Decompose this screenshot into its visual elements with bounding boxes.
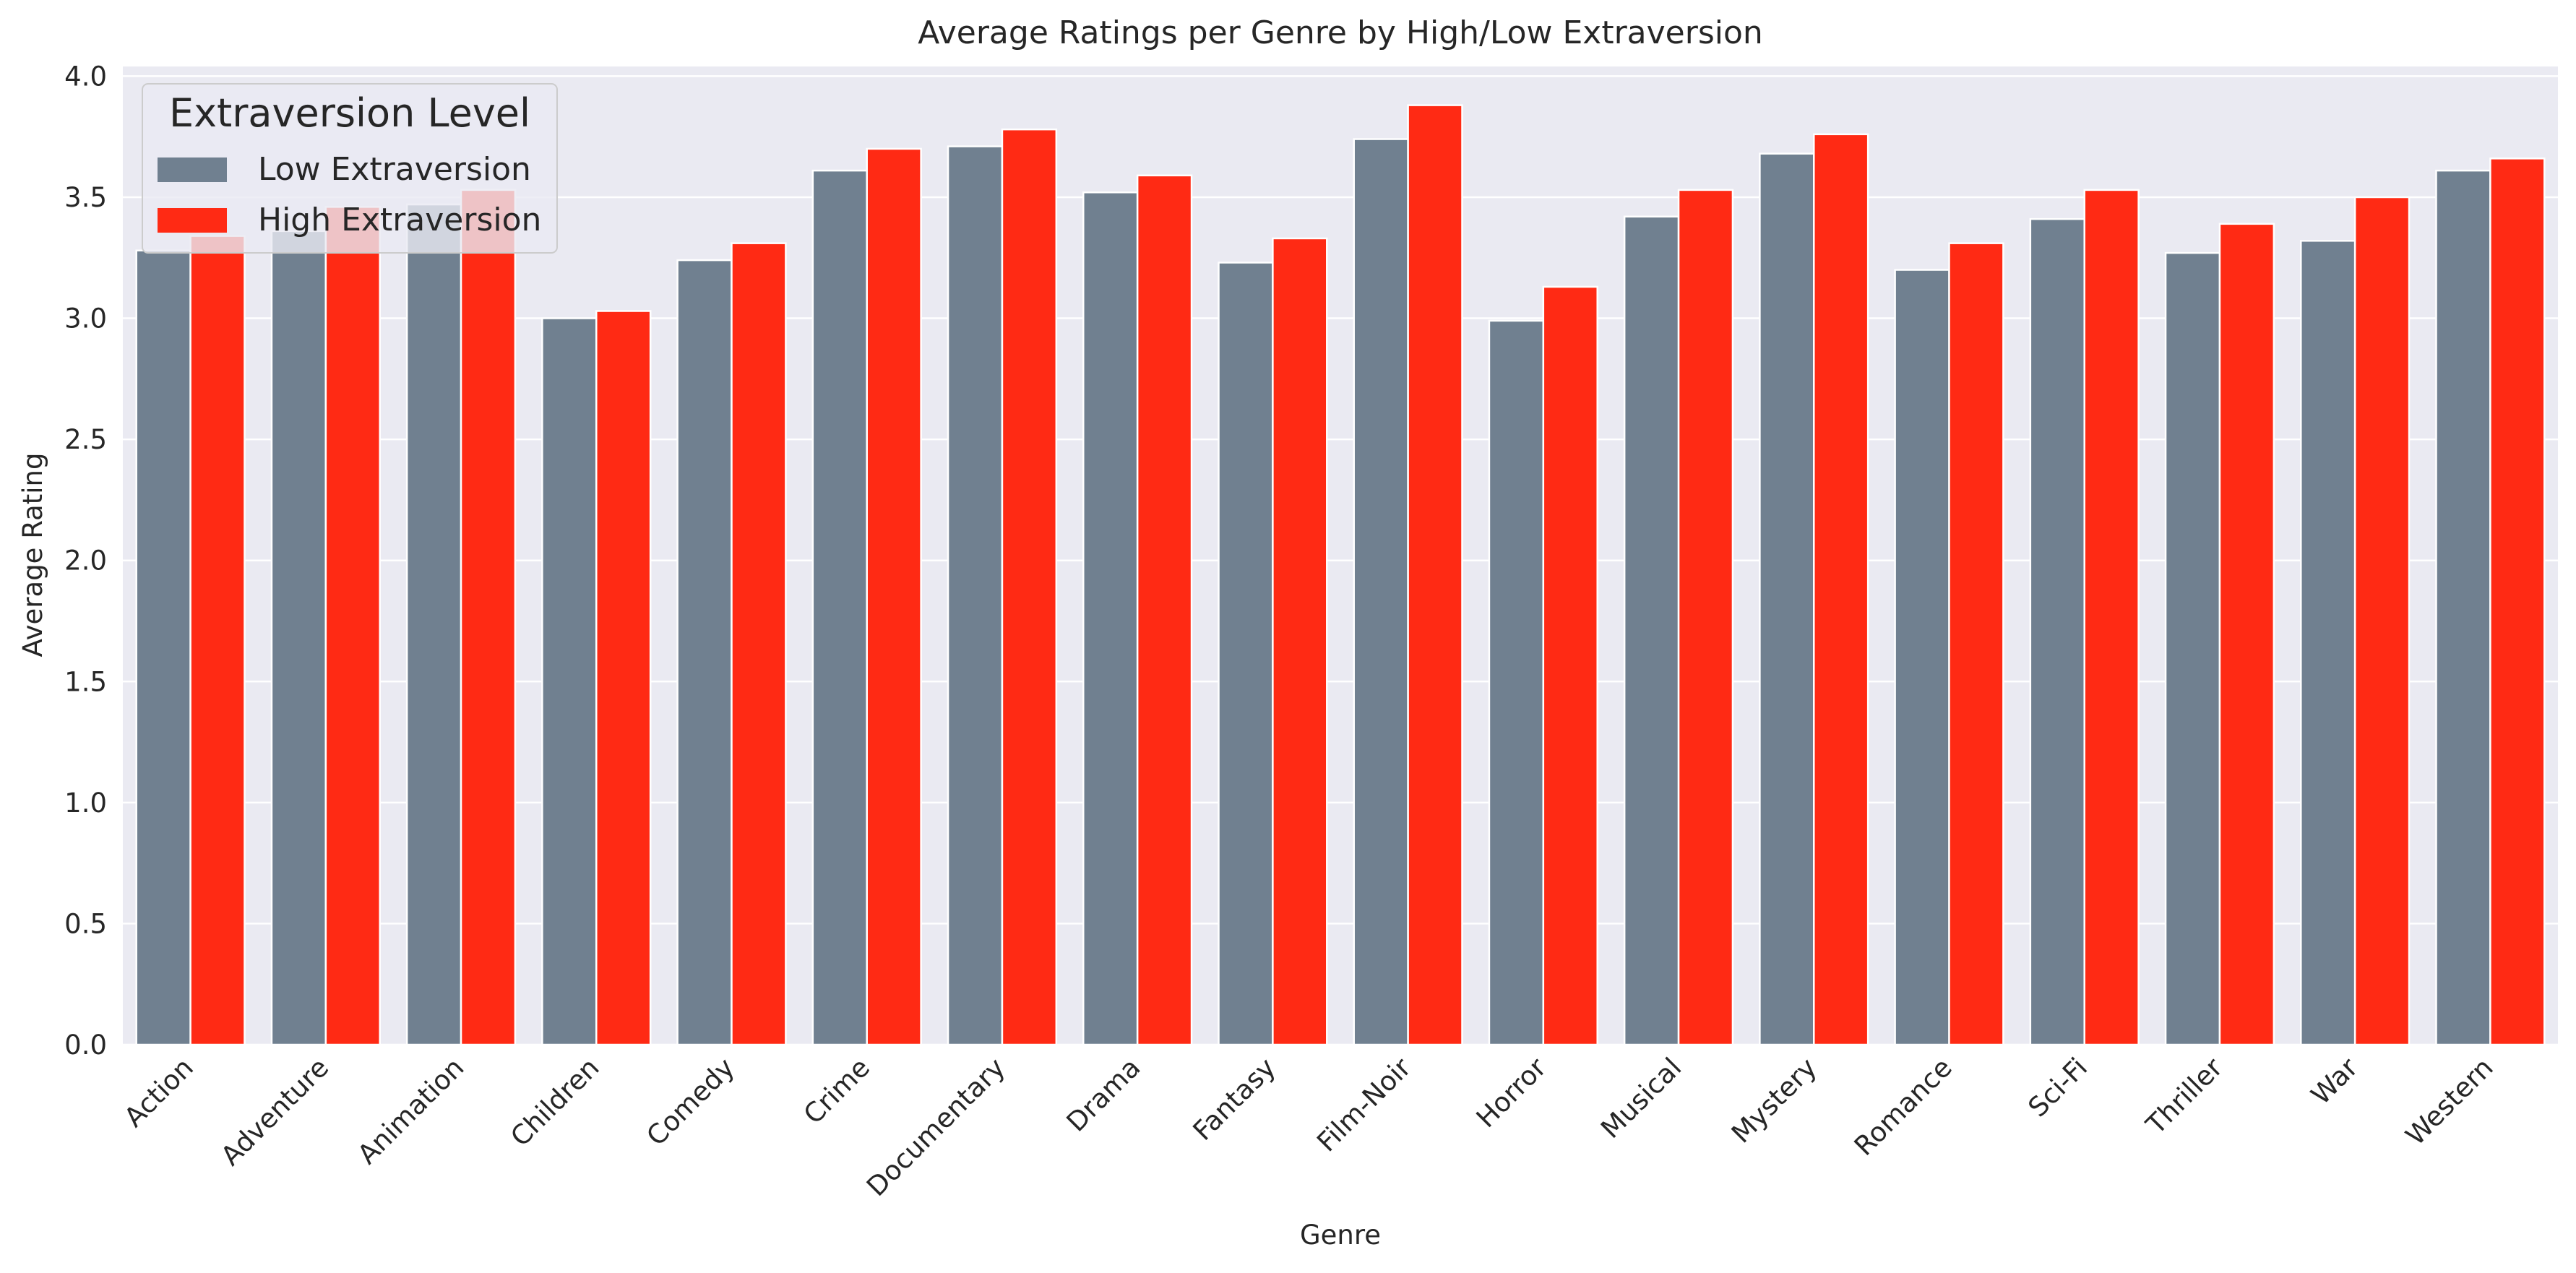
bars <box>135 104 2546 1046</box>
bar-low-extraversion <box>541 317 598 1046</box>
bar-low-extraversion <box>1218 262 1274 1046</box>
bar-low-extraversion <box>270 230 327 1046</box>
x-tick-label: Documentary <box>861 1052 1011 1202</box>
x-tick-label: War <box>2305 1051 2364 1110</box>
bar-high-extraversion <box>460 189 517 1046</box>
bar-low-extraversion <box>1623 215 1680 1046</box>
bar-low-extraversion <box>1353 138 1409 1046</box>
bar-high-extraversion <box>1813 133 1869 1046</box>
y-tick-label: 2.5 <box>64 424 107 455</box>
x-tick-label: Film-Noir <box>1311 1051 1417 1157</box>
bar-high-extraversion <box>1407 104 1463 1046</box>
legend-label-low-extraversion: Low Extraversion <box>258 151 531 188</box>
x-tick-label: Fantasy <box>1187 1052 1282 1147</box>
bar-low-extraversion <box>135 249 191 1046</box>
bar-low-extraversion <box>1082 191 1139 1046</box>
bar-high-extraversion <box>1001 128 1058 1046</box>
bar-low-extraversion <box>811 169 868 1046</box>
y-tick-label: 0.0 <box>64 1030 107 1061</box>
y-axis-label: Average Rating <box>17 453 48 657</box>
x-tick-label: Horror <box>1470 1051 1553 1134</box>
x-axis-label: Genre <box>1300 1220 1381 1251</box>
bar-low-extraversion <box>676 259 733 1046</box>
bar-high-extraversion <box>1272 237 1328 1046</box>
bar-high-extraversion <box>2353 196 2411 1046</box>
bar-high-extraversion <box>731 242 787 1046</box>
bar-high-extraversion <box>1136 174 1193 1046</box>
bar-low-extraversion <box>1759 152 1815 1046</box>
legend: Extraversion Level Low Extraversion High… <box>142 83 558 254</box>
bar-high-extraversion <box>189 235 246 1046</box>
bar-low-extraversion <box>2164 251 2221 1046</box>
legend-title: Extraversion Level <box>169 90 530 136</box>
bar-high-extraversion <box>2218 223 2275 1046</box>
bar-low-extraversion <box>2029 217 2085 1046</box>
x-tick-label: Thriller <box>2140 1051 2229 1141</box>
legend-swatch-low-extraversion <box>158 157 227 182</box>
y-tick-label: 0.5 <box>64 908 107 939</box>
x-tick-label: Crime <box>798 1052 876 1130</box>
bar-high-extraversion <box>2489 157 2546 1046</box>
x-tick-label: Romance <box>1848 1052 1958 1162</box>
x-tick-label: Musical <box>1595 1052 1687 1144</box>
bar-low-extraversion <box>947 145 1004 1046</box>
y-tick-label: 1.5 <box>64 666 107 697</box>
x-tick-label: Comedy <box>641 1052 741 1152</box>
y-tick-label: 3.0 <box>64 303 107 335</box>
bar-low-extraversion <box>405 203 462 1046</box>
bar-low-extraversion <box>1894 269 1950 1046</box>
x-axis: Action Adventure Animation Children Comedy Cr… <box>119 1051 2499 1202</box>
bar-high-extraversion <box>1948 242 2004 1046</box>
x-tick-label: Adventure <box>215 1052 335 1172</box>
x-tick-label: Action <box>119 1052 199 1133</box>
x-tick-label: Children <box>504 1052 605 1152</box>
bar-high-extraversion <box>2083 189 2140 1046</box>
y-axis: 0.0 0.5 1.0 1.5 2.0 2.5 3.0 3.5 4.0 <box>64 61 107 1061</box>
bar-high-extraversion <box>866 147 922 1046</box>
y-tick-label: 2.0 <box>64 545 107 577</box>
bar-high-extraversion <box>1542 285 1598 1046</box>
x-tick-label: Western <box>2400 1052 2499 1152</box>
legend-box <box>142 83 558 254</box>
legend-label-high-extraversion: High Extraversion <box>258 202 541 238</box>
x-tick-label: Sci-Fi <box>2023 1052 2094 1123</box>
y-tick-label: 3.5 <box>64 182 107 213</box>
bar-high-extraversion <box>324 206 381 1046</box>
bar-high-extraversion <box>595 310 652 1046</box>
y-tick-label: 4.0 <box>64 61 107 92</box>
bar-low-extraversion <box>2300 240 2356 1046</box>
legend-swatch-high-extraversion <box>158 208 227 233</box>
x-tick-label: Mystery <box>1726 1052 1823 1149</box>
bar-low-extraversion <box>2435 169 2491 1046</box>
x-tick-label: Animation <box>352 1052 470 1170</box>
bar-high-extraversion <box>1677 189 1734 1046</box>
bar-low-extraversion <box>1488 319 1545 1046</box>
y-tick-label: 1.0 <box>64 787 107 819</box>
x-tick-label: Drama <box>1061 1052 1147 1138</box>
chart-title: Average Ratings per Genre by High/Low Ex… <box>918 14 1763 51</box>
